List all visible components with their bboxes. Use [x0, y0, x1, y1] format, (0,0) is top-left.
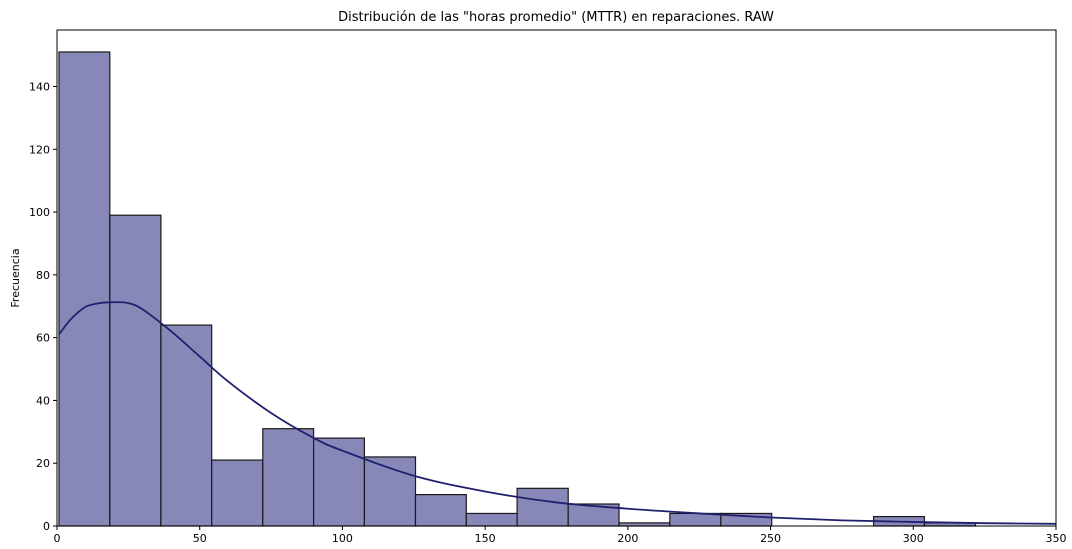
kde-curve [58, 301, 1057, 525]
x-tick-label: 50 [193, 532, 207, 545]
chart-title: Distribución de las "horas promedio" (MT… [338, 10, 774, 25]
y-tick-label: 40 [36, 394, 50, 407]
x-tick-label: 350 [1046, 532, 1067, 545]
plot-frame [56, 29, 1057, 527]
histogram-bar [58, 51, 111, 527]
y-tick-label: 120 [29, 143, 50, 156]
x-axis-ticks: 0 50 100 150 200 250 300 350 [54, 526, 1067, 545]
histogram-bar [516, 487, 569, 527]
y-axis-label: Frecuencia [9, 248, 22, 307]
y-tick-label: 80 [36, 269, 50, 282]
histogram-bar [160, 324, 213, 527]
x-tick-label: 100 [332, 532, 353, 545]
y-axis-ticks: 0 20 40 60 80 100 120 140 [29, 81, 57, 533]
histogram-bars [58, 51, 977, 527]
histogram-bar [211, 459, 264, 527]
histogram-bar [669, 512, 722, 527]
x-tick-label: 150 [475, 532, 496, 545]
histogram-bar [109, 214, 162, 527]
x-tick-label: 200 [617, 532, 638, 545]
y-tick-label: 0 [43, 520, 50, 533]
x-tick-label: 300 [903, 532, 924, 545]
y-tick-label: 100 [29, 206, 50, 219]
y-tick-label: 60 [36, 332, 50, 345]
y-tick-label: 140 [29, 81, 50, 94]
histogram-bar [313, 437, 366, 527]
x-tick-label: 0 [54, 532, 61, 545]
y-tick-label: 20 [36, 457, 50, 470]
histogram-bar [465, 512, 518, 527]
histogram-bar [262, 428, 315, 527]
histogram-bar [414, 494, 467, 527]
x-tick-label: 250 [760, 532, 781, 545]
